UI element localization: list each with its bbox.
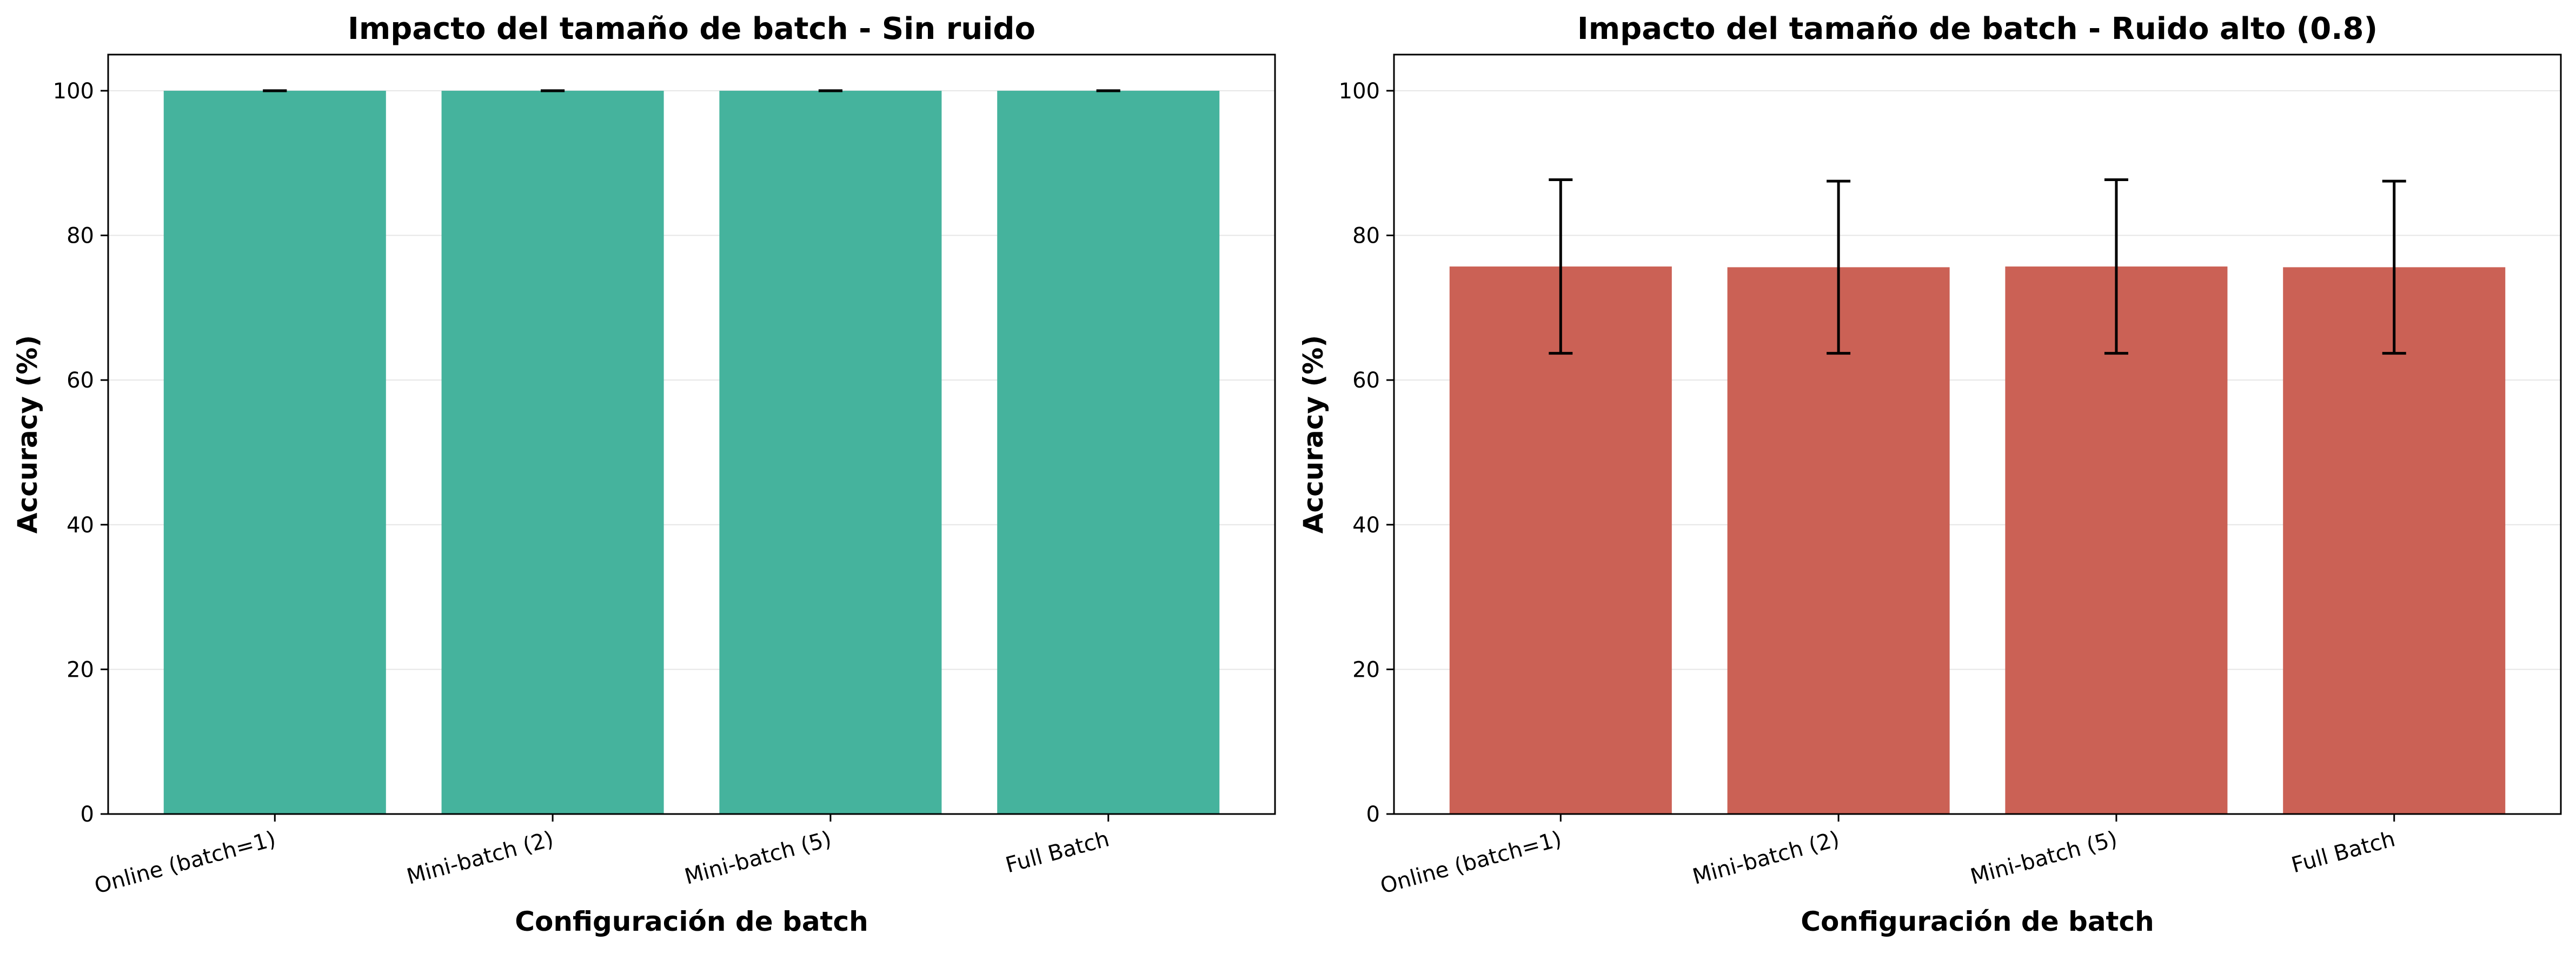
error-bar-1 xyxy=(1549,178,1573,355)
y-tick-label: 100 xyxy=(53,79,94,104)
bar-2 xyxy=(441,90,664,814)
error-bar-2 xyxy=(1827,179,1851,355)
bar-3 xyxy=(2005,266,2228,814)
y-tick-label: 60 xyxy=(1352,368,1380,393)
y-tick-label: 80 xyxy=(67,224,94,249)
y-tick-label: 60 xyxy=(67,368,94,393)
chart-panel-2: 0 20 40 60 80 100 Online (batch=1) Mini-batch (… xyxy=(1298,11,2562,937)
y-tick-label: 80 xyxy=(1352,224,1380,249)
x-tick-label: Mini-batch (5) xyxy=(1968,826,2120,890)
y-axis-label: Accuracy (%) xyxy=(1298,335,1329,533)
bar-2 xyxy=(1727,267,1950,814)
bar-4 xyxy=(2283,267,2506,814)
y-axis-label: Accuracy (%) xyxy=(12,335,43,533)
x-tick-label: Mini-batch (2) xyxy=(404,826,556,890)
bar-3 xyxy=(719,90,942,814)
y-tick-label: 20 xyxy=(1352,657,1380,682)
y-tick-label: 40 xyxy=(67,513,94,538)
x-tick-label: Full Batch xyxy=(2289,826,2398,878)
chart-panel-1: 0 20 40 60 80 100 Online (batch=1) Mini-batch (… xyxy=(12,11,1276,937)
plot-frame xyxy=(107,54,1276,815)
bar-1 xyxy=(163,90,386,814)
x-tick-label: Online (batch=1) xyxy=(92,826,278,899)
y-tick-label: 40 xyxy=(1352,513,1380,538)
error-bar-4 xyxy=(2382,179,2406,355)
error-bar-3 xyxy=(2104,178,2128,355)
plot-frame xyxy=(1393,54,2562,815)
x-axis-label: Configuración de batch xyxy=(1801,906,2154,937)
bar-4 xyxy=(997,90,1220,814)
bar-1 xyxy=(1449,266,1672,814)
chart-title: Impacto del tamaño de batch - Ruido alto… xyxy=(1577,11,2378,46)
y-tick-label: 0 xyxy=(1366,802,1380,827)
y-tick-label: 0 xyxy=(81,802,94,827)
x-axis-label: Configuración de batch xyxy=(515,906,868,937)
y-tick-label: 100 xyxy=(1339,79,1380,104)
x-tick-label: Mini-batch (2) xyxy=(1690,826,1842,890)
chart-title: Impacto del tamaño de batch - Sin ruido xyxy=(348,11,1035,46)
y-tick-label: 20 xyxy=(67,657,94,682)
x-tick-label: Full Batch xyxy=(1003,826,1112,878)
x-tick-label: Online (batch=1) xyxy=(1378,826,1564,899)
x-tick-label: Mini-batch (5) xyxy=(682,826,834,890)
